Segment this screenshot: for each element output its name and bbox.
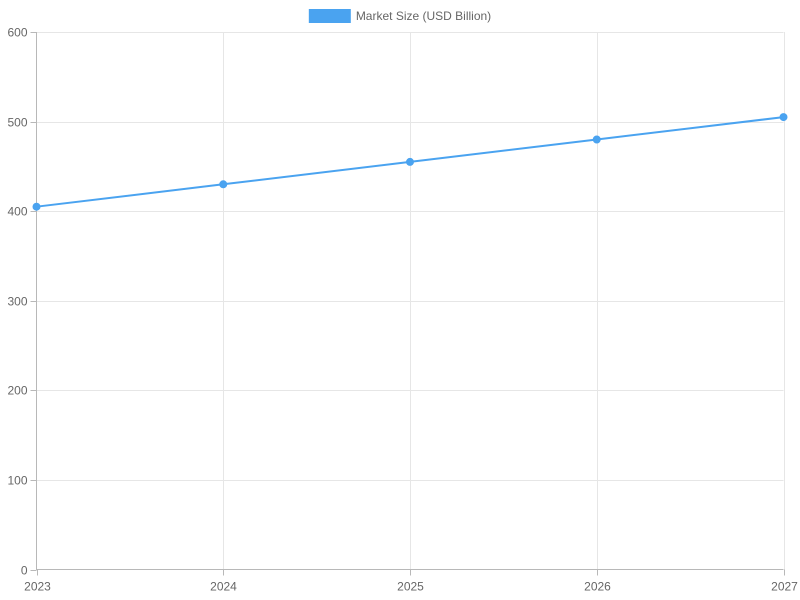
data-point[interactable] [779, 113, 788, 122]
y-tick-label: 100 [7, 474, 27, 488]
y-tick-label: 200 [7, 384, 27, 398]
tick-labels: 0 100 200 300 400 500 600 2023 2024 2025 2026 2027 [7, 26, 798, 594]
y-tick-label: 500 [7, 116, 27, 130]
data-point[interactable] [219, 180, 228, 189]
legend[interactable]: Market Size (USD Billion) [308, 9, 491, 23]
y-tick-label: 0 [21, 564, 28, 578]
data-point[interactable] [32, 202, 41, 211]
x-tick-label: 2025 [397, 580, 424, 594]
series [32, 113, 788, 211]
data-point[interactable] [406, 157, 414, 166]
legend-swatch[interactable] [308, 9, 351, 23]
y-tick-label: 600 [7, 26, 27, 40]
axes [30, 32, 785, 576]
grid [36, 32, 785, 570]
legend-label: Market Size (USD Billion) [356, 9, 491, 23]
data-point[interactable] [592, 135, 601, 144]
x-tick-label: 2027 [771, 580, 798, 594]
y-tick-label: 400 [7, 205, 27, 219]
x-tick-label: 2023 [24, 580, 51, 594]
x-tick-label: 2026 [584, 580, 611, 594]
y-tick-label: 300 [7, 295, 27, 309]
x-tick-label: 2024 [210, 580, 237, 594]
